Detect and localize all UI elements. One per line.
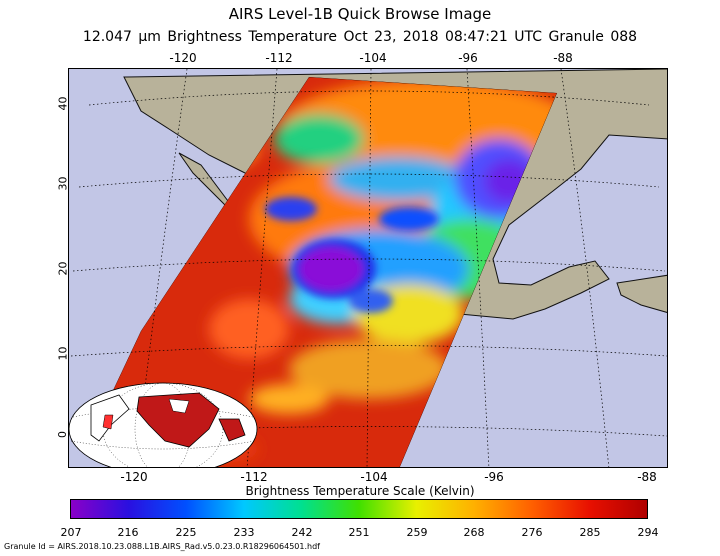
colorbar-tick: 216 xyxy=(117,526,139,539)
lon-tick-bottom: -96 xyxy=(484,470,504,484)
graticule xyxy=(70,69,667,467)
colorbar-tick: 294 xyxy=(637,526,659,539)
map-panel xyxy=(68,68,668,468)
colorbar-tick: 285 xyxy=(579,526,601,539)
colorbar-tick: 268 xyxy=(463,526,485,539)
granule-id: Granule Id = AIRS.2018.10.23.088.L1B.AIR… xyxy=(4,542,320,551)
lon-tick-top: -120 xyxy=(169,51,197,65)
lon-tick-bottom: -120 xyxy=(120,470,148,484)
colorbar-tick: 251 xyxy=(348,526,370,539)
inset-globe xyxy=(69,382,258,467)
colorbar-tick: 207 xyxy=(60,526,82,539)
lon-tick-bottom: -104 xyxy=(360,470,388,484)
lon-tick-top: -96 xyxy=(458,51,478,65)
lon-tick-bottom: -88 xyxy=(637,470,657,484)
page-subtitle: 12.047 μm Brightness Temperature Oct 23,… xyxy=(82,29,638,45)
lon-tick-top: -112 xyxy=(265,51,293,65)
colorbar-tick: 225 xyxy=(175,526,197,539)
colorbar xyxy=(70,499,648,519)
colorbar-tick: 233 xyxy=(233,526,255,539)
colorbar-label: Brightness Temperature Scale (Kelvin) xyxy=(245,484,475,498)
lon-tick-bottom: -112 xyxy=(240,470,268,484)
lon-tick-top: -88 xyxy=(553,51,573,65)
page-title: AIRS Level-1B Quick Browse Image xyxy=(228,5,492,23)
colorbar-tick: 276 xyxy=(521,526,543,539)
colorbar-tick: 242 xyxy=(291,526,313,539)
caribbean-landmass xyxy=(616,274,667,313)
colorbar-tick: 259 xyxy=(406,526,428,539)
map-canvas xyxy=(69,69,667,467)
lon-tick-top: -104 xyxy=(359,51,387,65)
